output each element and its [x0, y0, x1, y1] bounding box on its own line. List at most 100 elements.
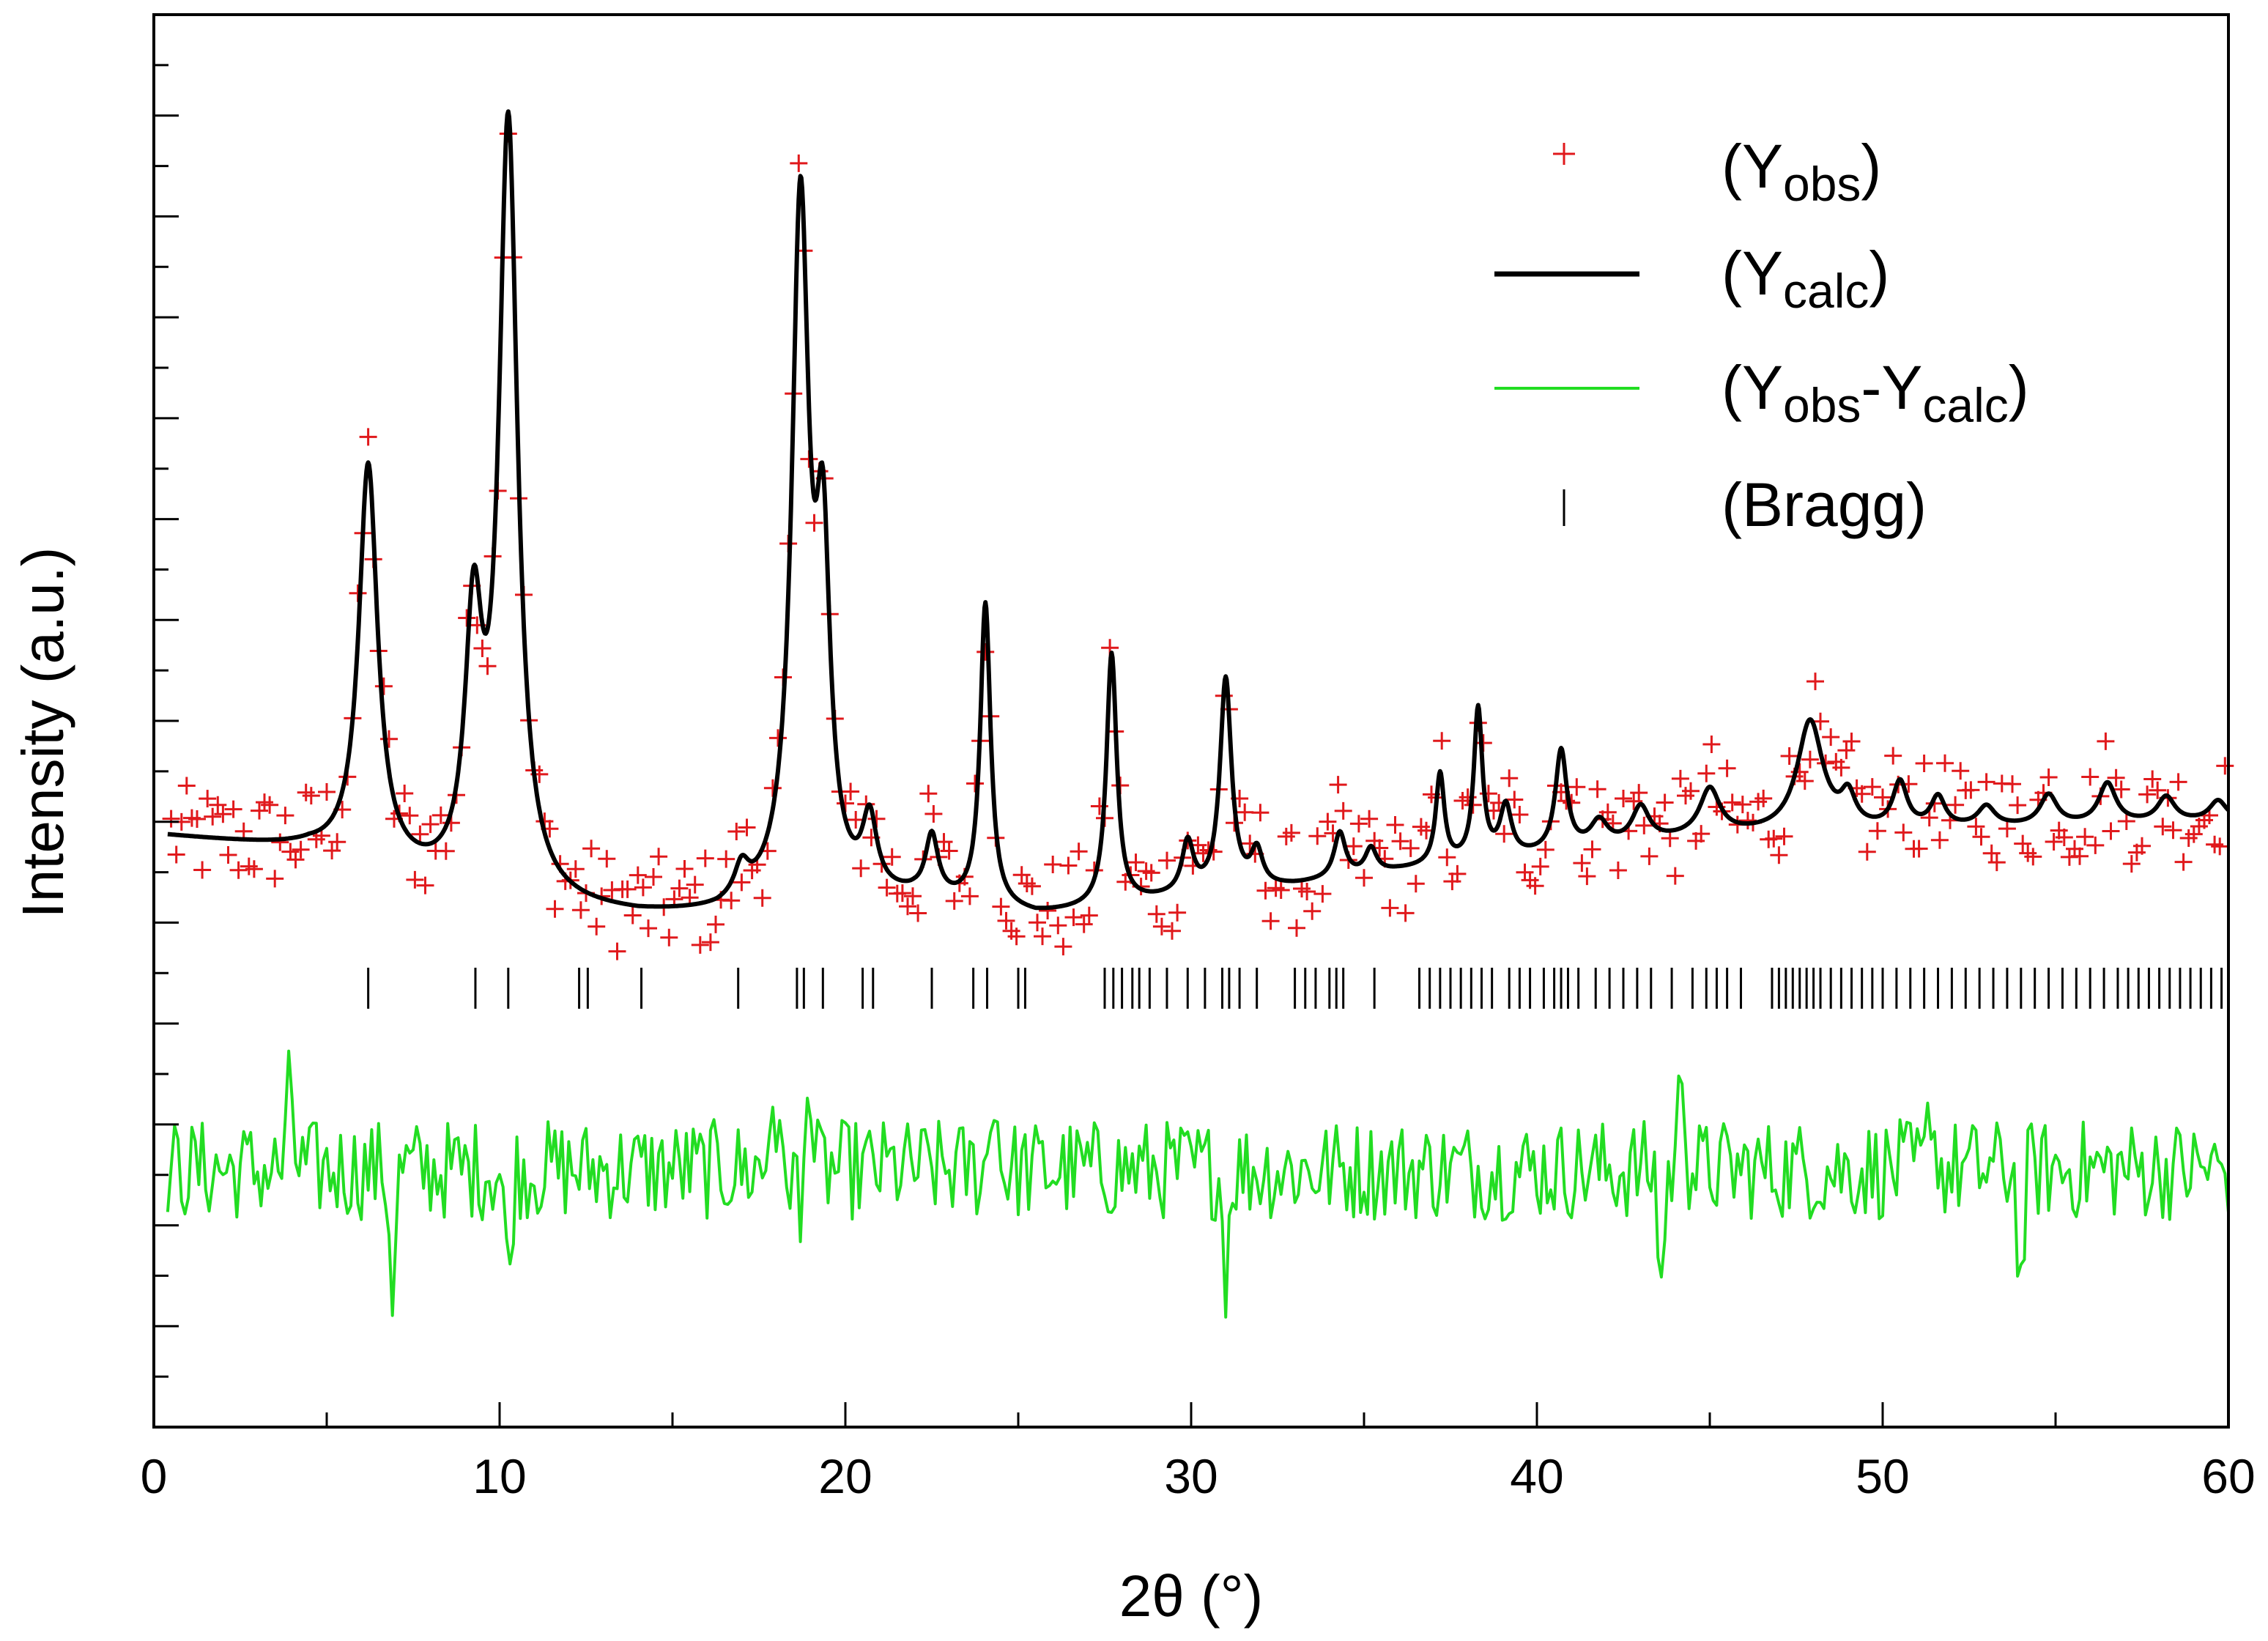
obs-point	[1972, 828, 1990, 846]
obs-point	[421, 815, 440, 834]
obs-point	[1598, 803, 1617, 821]
obs-point	[478, 657, 497, 675]
obs-point	[276, 807, 294, 825]
obs-point	[1298, 883, 1316, 900]
legend-diff-sub2: calc	[1922, 378, 2008, 432]
obs-point	[2086, 836, 2105, 854]
obs-point	[1329, 776, 1347, 794]
obs-point	[805, 514, 823, 532]
obs-point	[1868, 822, 1886, 840]
obs-point	[696, 849, 714, 867]
obs-point	[1168, 903, 1187, 922]
obs-point	[209, 796, 227, 814]
obs-point	[960, 887, 979, 905]
obs-point	[546, 900, 564, 918]
obs-point	[1609, 862, 1627, 879]
obs-point	[650, 848, 668, 866]
obs-point	[431, 806, 450, 824]
obs-point	[328, 833, 346, 851]
obs-point	[1381, 899, 1399, 917]
legend-item-calc: (Ycalc)	[1494, 239, 1889, 318]
obs-point	[193, 861, 212, 879]
obs-point	[2164, 821, 2182, 840]
obs-point	[2081, 768, 2100, 786]
obs-point	[686, 875, 704, 894]
obs-point	[935, 833, 953, 851]
obs-point	[1801, 750, 1819, 768]
obs-point	[1853, 785, 1871, 803]
obs-point	[1360, 810, 1379, 828]
obs-point	[359, 428, 377, 446]
obs-point	[618, 880, 637, 898]
obs-point	[640, 919, 657, 938]
obs-point	[1142, 864, 1160, 882]
legend-calc-tail: )	[1869, 239, 1889, 308]
obs-point	[2076, 828, 2094, 846]
obs-point	[167, 845, 185, 864]
legend-diff-sub: obs	[1783, 378, 1861, 432]
obs-point	[899, 897, 916, 916]
obs-point	[733, 873, 751, 892]
obs-point	[722, 892, 741, 910]
obs-point	[904, 887, 922, 905]
obs-point	[966, 774, 984, 793]
obs-point	[1526, 877, 1544, 895]
obs-point	[2097, 732, 2115, 750]
obs-point	[852, 859, 870, 878]
obs-point	[261, 796, 279, 814]
x-tick-label: 40	[1510, 1449, 1563, 1503]
legend: (Yobs) (Ycalc) (Yobs-Ycalc) (Bragg)	[1494, 132, 2029, 539]
obs-point	[1401, 839, 1420, 857]
legend-diff-mid: -Y	[1861, 353, 1922, 422]
obs-point	[2117, 812, 2135, 830]
obs-point	[1977, 773, 1995, 791]
obs-point	[1158, 851, 1176, 870]
obs-point	[1998, 820, 2016, 838]
obs-point	[2174, 853, 2193, 871]
obs-point	[1671, 769, 1689, 788]
obs-point	[1894, 823, 1913, 842]
calc-series	[166, 109, 2231, 911]
obs-point	[790, 154, 808, 172]
obs-point	[691, 936, 709, 954]
obs-point	[177, 777, 196, 795]
obs-point	[2039, 768, 2058, 786]
obs-point	[271, 833, 289, 851]
obs-point	[2112, 780, 2130, 799]
obs-point	[1039, 902, 1057, 919]
obs-point	[924, 805, 943, 823]
legend-diff-tail: )	[2009, 353, 2029, 422]
obs-point	[1666, 867, 1684, 885]
obs-point	[1697, 764, 1716, 782]
obs-point	[1319, 812, 1337, 831]
obs-point	[2045, 833, 2063, 851]
obs-point	[763, 779, 782, 797]
obs-point	[878, 878, 896, 897]
obs-point	[1936, 754, 1954, 772]
obs-point	[1656, 793, 1674, 812]
obs-point	[2133, 837, 2151, 855]
obs-point	[2149, 781, 2167, 799]
obs-point	[1822, 728, 1840, 747]
obs-point	[1858, 842, 1876, 861]
obs-point	[1920, 809, 1938, 827]
obs-point	[1054, 938, 1072, 956]
x-tick-label: 30	[1164, 1449, 1218, 1503]
obs-point	[717, 850, 735, 868]
obs-point	[396, 785, 414, 802]
obs-point	[2211, 837, 2229, 856]
obs-point	[318, 783, 336, 801]
obs-point	[701, 933, 719, 952]
calc-line	[166, 109, 2231, 911]
x-axis-label: 2θ (°)	[1119, 1563, 1263, 1629]
obs-point	[847, 811, 865, 829]
obs-point	[598, 850, 616, 868]
obs-point	[1982, 844, 2001, 862]
obs-point	[1272, 881, 1290, 899]
legend-diff-main: (Y	[1722, 353, 1783, 422]
obs-point	[224, 800, 242, 818]
obs-point	[893, 884, 911, 903]
obs-point	[1007, 927, 1026, 946]
